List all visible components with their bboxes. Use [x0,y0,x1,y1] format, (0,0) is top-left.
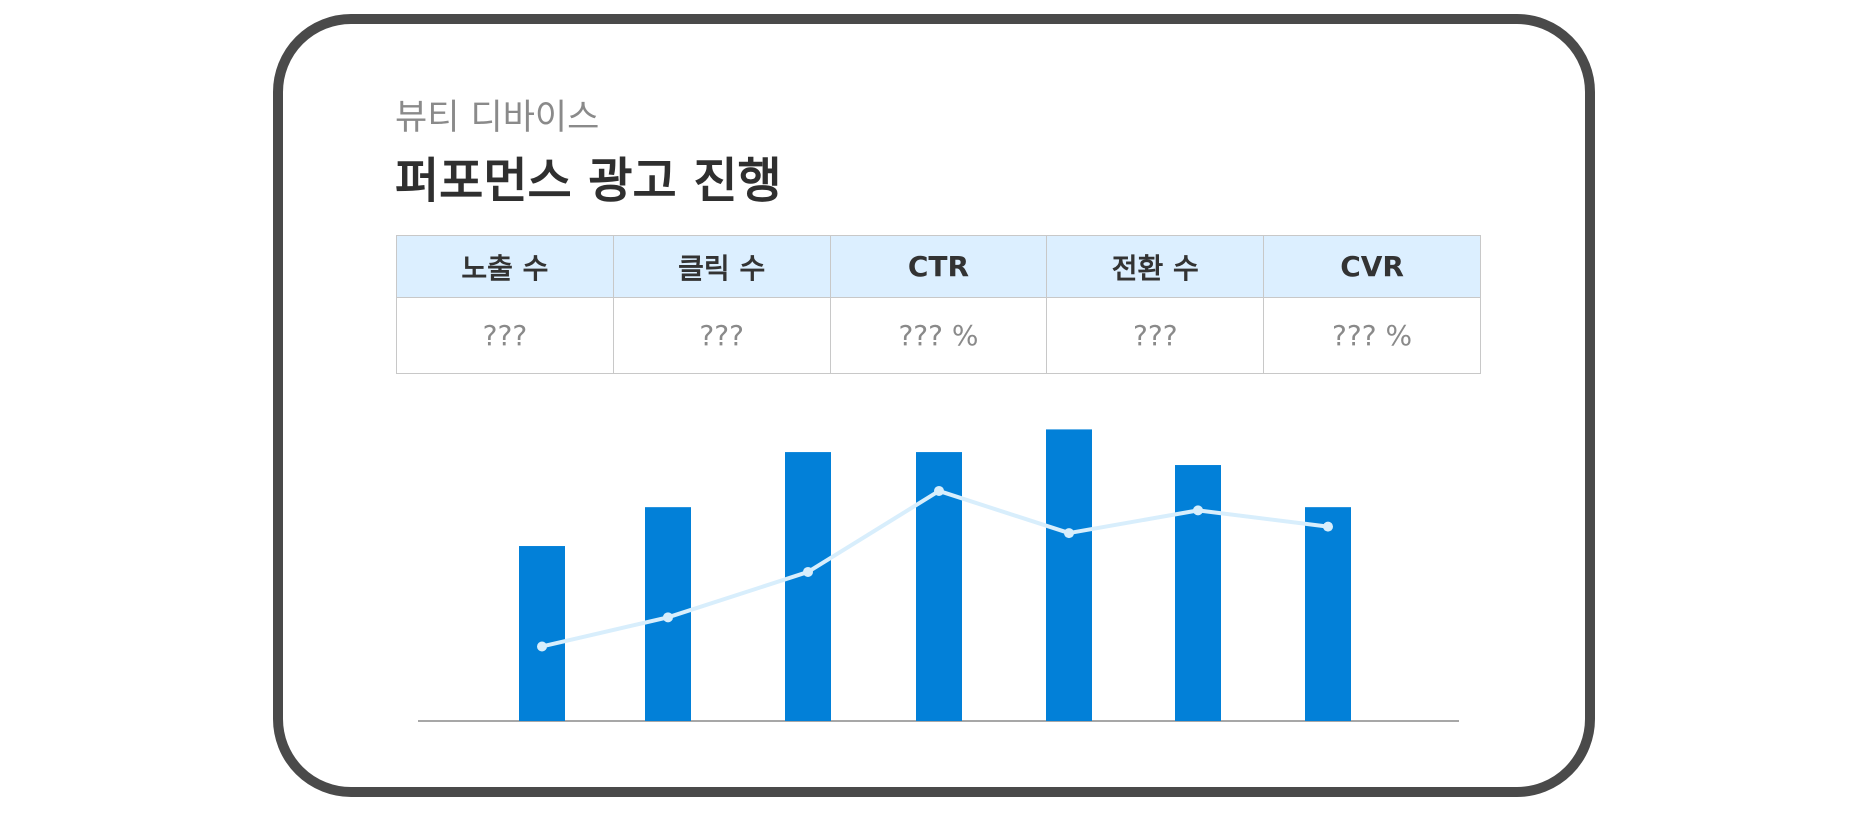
chart-bar [785,452,831,721]
chart-line-point [1193,505,1203,516]
metric-value-cvr: ??? % [1263,297,1481,374]
metric-header-impressions: 노출 수 [396,235,614,298]
chart-bar [1305,507,1351,721]
metric-header-conversions: 전환 수 [1046,235,1265,298]
chart-bar [1046,429,1092,721]
page-subtitle: 뷰티 디바이스 [395,98,600,138]
metrics-table: 노출 수 클릭 수 CTR 전환 수 CVR ??? ??? ??? % ???… [396,235,1481,374]
chart-bar [1175,465,1221,721]
metric-header-cvr: CVR [1263,235,1481,298]
chart-line-point [1323,521,1333,532]
chart-line-point [934,485,944,496]
metric-value-impressions: ??? [396,297,614,374]
chart-line-point [537,641,547,652]
metrics-value-row: ??? ??? ??? % ??? ??? % [396,297,1481,374]
metric-value-conversions: ??? [1046,297,1265,374]
chart-bar [519,546,565,721]
metric-value-clicks: ??? [612,297,831,374]
metric-header-ctr: CTR [829,235,1048,298]
metric-value-ctr: ??? % [829,297,1048,374]
chart-line-point [663,612,673,623]
chart-line-point [1064,528,1074,539]
metrics-header-row: 노출 수 클릭 수 CTR 전환 수 CVR [396,235,1481,298]
page-title: 퍼포먼스 광고 진행 [395,153,782,209]
chart-line-point [803,566,813,577]
